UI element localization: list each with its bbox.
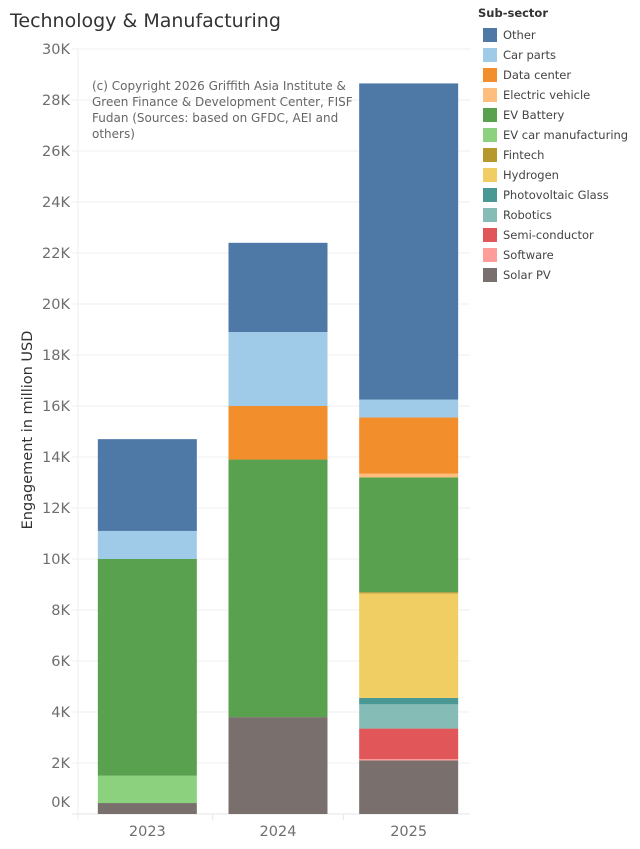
legend-item[interactable]: EV car manufacturing <box>478 125 640 145</box>
y-tick-label: 10K <box>42 552 70 568</box>
bar-segment-solar-pv <box>228 717 328 814</box>
legend-label: Semi-conductor <box>503 228 594 242</box>
y-tick-label: 28K <box>42 93 70 109</box>
bar-segment-car-parts <box>228 332 328 406</box>
legend-swatch <box>483 228 497 242</box>
bar-segment-photovoltaic-glass <box>359 697 459 705</box>
legend-item[interactable]: EV Battery <box>478 105 640 125</box>
legend-item[interactable]: Robotics <box>478 205 640 225</box>
legend-label: Electric vehicle <box>503 88 591 102</box>
x-tick-label: 2025 <box>390 824 427 840</box>
legend-label: Fintech <box>503 148 545 162</box>
bar-segment-fintech <box>359 592 459 594</box>
bar-segment-other <box>359 83 459 400</box>
legend-swatch <box>483 48 497 62</box>
bar-segment-other <box>97 439 197 531</box>
legend-label: Software <box>503 248 554 262</box>
legend-label: Hydrogen <box>503 168 559 182</box>
legend-item[interactable]: Photovoltaic Glass <box>478 185 640 205</box>
legend-item[interactable]: Semi-conductor <box>478 225 640 245</box>
chart-title: Technology & Manufacturing <box>10 10 281 32</box>
y-axis-title: Engagement in million USD <box>20 331 36 530</box>
legend-swatch <box>483 168 497 182</box>
legend-label: Solar PV <box>503 268 551 282</box>
legend: Sub-sector Other Car parts Data center Elec… <box>478 6 640 285</box>
legend-swatch <box>483 248 497 262</box>
y-tick-label: 26K <box>42 144 70 160</box>
bar-segment-solar-pv <box>97 803 197 814</box>
legend-label: Robotics <box>503 208 552 222</box>
bar-segment-car-parts <box>359 399 459 418</box>
bar-segment-data-center <box>359 417 459 474</box>
legend-label: Data center <box>503 68 572 82</box>
legend-label: Photovoltaic Glass <box>503 188 609 202</box>
bar-segment-solar-pv <box>359 760 459 814</box>
legend-item[interactable]: Electric vehicle <box>478 85 640 105</box>
legend-item[interactable]: Fintech <box>478 145 640 165</box>
bar-segment-car-parts <box>97 530 197 559</box>
legend-item[interactable]: Car parts <box>478 45 640 65</box>
legend-swatch <box>483 188 497 202</box>
legend-swatch <box>483 208 497 222</box>
bar-segment-electric-vehicle <box>359 473 459 478</box>
bar-segment-ev-car-manufacturing <box>97 775 197 804</box>
legend-item[interactable]: Solar PV <box>478 265 640 285</box>
copyright-annotation: (c) Copyright 2026 Griffith Asia Institu… <box>92 79 353 141</box>
y-tick-label: 2K <box>51 756 70 772</box>
legend-swatch <box>483 148 497 162</box>
legend-swatch <box>483 128 497 142</box>
legend-swatch <box>483 108 497 122</box>
legend-swatch <box>483 28 497 42</box>
legend-swatch <box>483 68 497 82</box>
bar-segment-software <box>359 759 459 761</box>
bar-segment-semi-conductor <box>359 728 459 760</box>
legend-label: Other <box>503 28 536 42</box>
bar-segment-ev-battery <box>97 559 197 776</box>
legend-label: EV Battery <box>503 108 565 122</box>
legend-item[interactable]: Hydrogen <box>478 165 640 185</box>
bar-segment-robotics <box>359 704 459 729</box>
x-tick-label: 2023 <box>129 824 166 840</box>
y-tick-label: 16K <box>42 399 70 415</box>
y-tick-label: 20K <box>42 297 70 313</box>
legend-item[interactable]: Data center <box>478 65 640 85</box>
y-tick-label: 8K <box>51 603 70 619</box>
legend-swatch <box>483 268 497 282</box>
bars <box>97 83 459 814</box>
legend-item[interactable]: Other <box>478 25 640 45</box>
legend-label: EV car manufacturing <box>503 128 629 142</box>
y-tick-label: 24K <box>42 195 70 211</box>
y-tick-label: 12K <box>42 501 70 517</box>
bar-segment-ev-battery <box>359 477 459 593</box>
y-tick-label: 14K <box>42 450 70 466</box>
y-axis: 0K 2K 4K 6K 8K 10K 12K 14K 16K 18K 20K 22K 24K 26K 28K… <box>42 42 70 811</box>
x-axis: 2023 2024 2025 <box>129 824 427 840</box>
y-tick-label: 22K <box>42 246 70 262</box>
bar-segment-hydrogen <box>359 593 459 698</box>
bar-segment-data-center <box>228 406 328 460</box>
legend-swatch <box>483 88 497 102</box>
legend-item[interactable]: Software <box>478 245 640 265</box>
y-tick-label: 6K <box>51 654 70 670</box>
y-tick-label: 30K <box>42 42 70 58</box>
legend-title: Sub-sector <box>478 6 549 20</box>
bar-segment-other <box>228 242 328 333</box>
y-tick-label: 0K <box>51 795 70 811</box>
x-tick-label: 2024 <box>260 824 297 840</box>
y-tick-label: 18K <box>42 348 70 364</box>
y-tick-label: 4K <box>51 705 70 721</box>
legend-label: Car parts <box>503 48 557 62</box>
bar-segment-ev-battery <box>228 459 328 718</box>
